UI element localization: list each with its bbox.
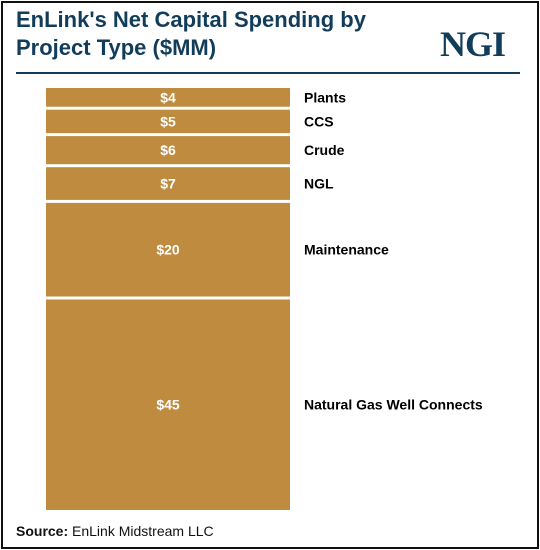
bar-segment-3 [46,167,290,200]
bar-value-label: $7 [160,176,176,192]
category-label: Crude [304,142,345,158]
category-label: CCS [304,113,334,129]
title-divider [16,72,520,74]
bar-segment-5 [46,299,290,510]
bar-value-label: $6 [160,142,176,158]
bar-value-label: $20 [156,242,180,258]
bar-segment-0 [46,88,290,107]
source-note: Source: EnLink Midstream LLC [16,523,214,539]
bar-segment-1 [46,109,290,134]
category-label: Plants [304,89,346,105]
bar-value-label: $4 [160,89,176,105]
bar-segment-4 [46,202,290,297]
source-label: Source: [16,523,69,539]
bar-segment-2 [46,136,290,165]
source-text: EnLink Midstream LLC [72,523,214,539]
bar-value-label: $45 [156,397,180,413]
category-label: Maintenance [304,242,389,258]
bar-value-label: $5 [160,113,176,129]
category-label: NGL [304,176,334,192]
ngi-logo: NGI [440,24,506,64]
chart-title: EnLink's Net Capital Spending by Project… [16,7,366,60]
category-label: Natural Gas Well Connects [304,397,483,413]
